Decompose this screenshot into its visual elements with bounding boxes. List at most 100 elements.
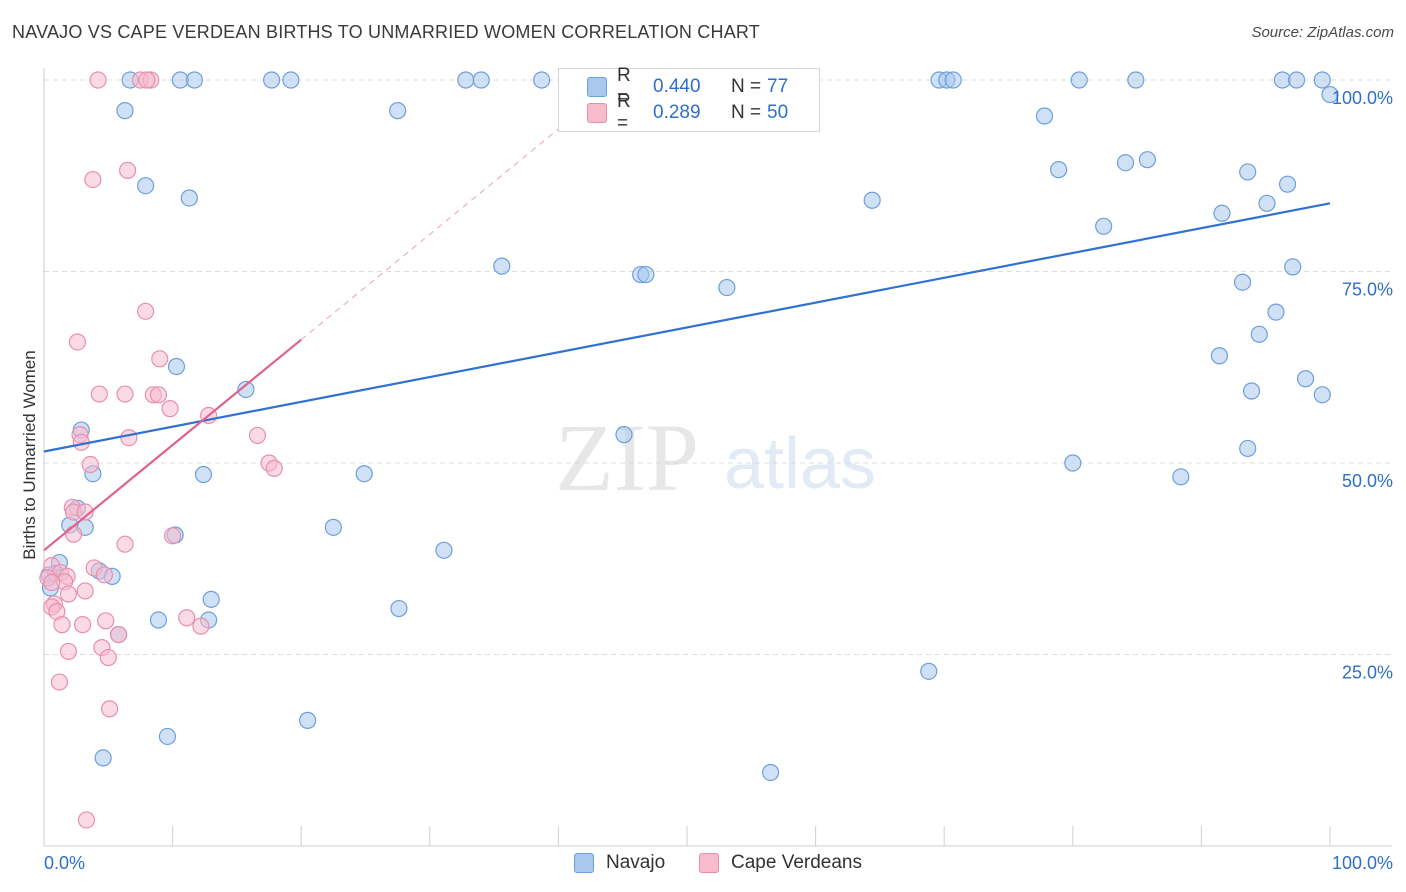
navajo-point [202, 590, 220, 608]
cape-verdeans-point [43, 573, 61, 592]
cape-verdeans-point [77, 811, 96, 829]
navajo-point [355, 465, 373, 483]
cape-verdeans-legend-swatch [699, 853, 719, 873]
source-label: Source: ZipAtlas.com [1251, 24, 1394, 41]
navajo-point [324, 518, 342, 536]
navajo-point [1127, 71, 1145, 89]
cape-verdeans-point [109, 625, 128, 644]
navajo-point [116, 102, 134, 120]
navajo-point [615, 426, 633, 444]
n-value: 50 [767, 102, 789, 123]
cape-verdeans-point [116, 535, 134, 553]
navajo-point [863, 191, 881, 209]
navajo-point [1313, 386, 1331, 404]
x-tick-label: 100.0% [1332, 853, 1393, 873]
n-label: N = [731, 102, 762, 123]
axis-layer [43, 68, 1392, 847]
navajo-point [457, 71, 475, 89]
navajo-point [1321, 85, 1339, 104]
cape-verdeans-point [161, 400, 179, 418]
cape-verdeans-point [68, 333, 87, 351]
y-tick-label: 50.0% [1342, 471, 1393, 491]
series-legend: Navajo Cape Verdeans [0, 852, 1406, 878]
cape-verdeans-point [116, 385, 134, 403]
cape-verdeans-point [164, 527, 182, 545]
navajo-point [1296, 370, 1315, 388]
r-label: R = [617, 91, 631, 134]
navajo-legend-swatch [574, 853, 594, 873]
cape-verdeans-point [99, 648, 117, 667]
correlation-legend: R = 0.440 N = 77 R = 0.289 N = 50 [558, 65, 820, 134]
cape-verdeans-point [50, 673, 69, 691]
legend-item-navajo[interactable]: Navajo [574, 852, 665, 874]
navajo-point [1210, 347, 1229, 365]
tick-label-layer: 25.0% 50.0% 75.0% 100.0% 0.0% 100.0% [44, 88, 1393, 873]
navajo-point [237, 380, 255, 399]
cape-verdeans-point [100, 700, 119, 718]
cape-verdeans-point [97, 612, 115, 630]
y-tick-label: 25.0% [1342, 663, 1393, 683]
navajo-point [194, 465, 213, 484]
navajo-point [263, 71, 281, 89]
navajo-point [136, 177, 155, 195]
cape-verdeans-point [138, 71, 156, 89]
watermark-atlas: atlas [724, 424, 876, 504]
navajo-point [1172, 468, 1190, 486]
cape-verdeans-point [59, 585, 78, 603]
navajo-point [1213, 204, 1231, 222]
navajo-point [1250, 325, 1268, 343]
navajo-point [718, 278, 736, 297]
cape-verdeans-point [73, 616, 92, 634]
cape-verdeans-point [248, 426, 267, 445]
cape-verdeans-swatch [587, 103, 607, 123]
x-tick-label: 0.0% [44, 853, 85, 873]
cape-verdeans-point [64, 525, 83, 543]
cape-verdeans-point [76, 582, 94, 600]
navajo-point [389, 102, 407, 120]
cape-verdeans-point [53, 616, 71, 634]
r-value: 0.440 [653, 76, 701, 97]
navajo-point [1116, 154, 1135, 172]
cape-verdeans-point [149, 386, 168, 404]
cape-verdeans-point [89, 71, 107, 89]
cape-verdeans-point [151, 350, 169, 368]
navajo-point [185, 71, 204, 89]
cape-verdeans-point [178, 609, 196, 627]
navajo-point [94, 749, 112, 767]
navajo-swatch [587, 77, 607, 97]
navajo-point [1287, 71, 1306, 89]
navajo-point [1239, 439, 1257, 458]
navajo-point [493, 257, 511, 275]
r-value: 0.289 [653, 102, 701, 123]
navajo-point [1138, 151, 1156, 169]
cape-verdeans-trend-line [43, 338, 302, 552]
navajo-point [149, 611, 168, 629]
watermark-zip: ZIP [555, 404, 699, 511]
navajo-point [761, 763, 780, 782]
navajo-point [533, 71, 551, 89]
navajo-point [637, 265, 655, 284]
n-label: N = [731, 76, 762, 97]
navajo-point [1284, 258, 1302, 276]
cape-verdeans-point [120, 429, 138, 447]
navajo-point [435, 541, 453, 559]
navajo-point [299, 711, 317, 729]
navajo-point [944, 71, 962, 89]
cape-verdeans-point [90, 385, 108, 403]
grid-layer [44, 79, 1392, 655]
legend-item-cape-verdeans[interactable]: Cape Verdeans [699, 852, 862, 874]
cape-verdeans-point [95, 566, 114, 584]
navajo-point [1070, 71, 1088, 89]
navajo-point [1278, 175, 1297, 193]
navajo-point [1258, 194, 1276, 212]
y-tick-label: 100.0% [1332, 88, 1393, 108]
navajo-point [1035, 107, 1054, 125]
cape-verdeans-point [192, 617, 210, 635]
cape-verdeans-point [265, 459, 283, 477]
legend-row-cape-verdeans: R = 0.289 N = 50 [587, 91, 789, 134]
chart-title: NAVAJO VS CAPE VERDEAN BIRTHS TO UNMARRI… [12, 22, 760, 42]
legend-row-navajo: R = 0.440 N = 77 [587, 65, 788, 108]
navajo-point [1050, 161, 1068, 179]
navajo-point [1064, 454, 1082, 472]
